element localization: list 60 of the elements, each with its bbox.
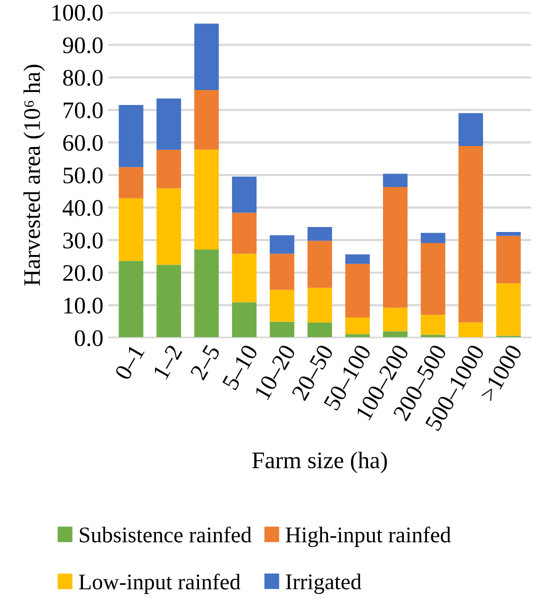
x-tick-label: 0–1: [114, 344, 145, 381]
y-tick-label: 70.0: [64, 102, 103, 118]
y-axis-title: Harvested area (10⁶ ha): [23, 64, 45, 286]
bar: [270, 235, 294, 254]
y-tick-label: 20.0: [63, 265, 103, 282]
bar: [345, 254, 370, 264]
bar: [194, 24, 219, 90]
x-axis-title: Farm size (ha): [252, 452, 387, 474]
bar: [232, 254, 257, 302]
bar: [420, 232, 446, 244]
bar: [383, 331, 408, 338]
y-tick-label: 100.0: [52, 4, 103, 21]
bar: [383, 174, 408, 188]
bar: [458, 146, 484, 322]
bar: [156, 264, 182, 338]
bar: [496, 283, 521, 336]
bar: [308, 227, 332, 241]
bar: [308, 288, 332, 322]
bar: [345, 318, 370, 334]
bar: [496, 236, 521, 284]
bar: [232, 176, 257, 213]
x-tick-label: 1–2: [152, 344, 182, 380]
y-tick-label: 50.0: [64, 167, 103, 184]
bar: [420, 243, 446, 315]
y-tick-label: 90.0: [62, 37, 103, 54]
bar: [118, 105, 144, 168]
bar: [156, 188, 182, 265]
y-tick-label: 30.0: [63, 232, 103, 249]
bar: [194, 250, 219, 338]
bar: [232, 212, 257, 254]
bar: [118, 260, 144, 338]
bar: [232, 302, 257, 338]
bar: [118, 167, 144, 198]
bar: [308, 322, 332, 338]
bar: [383, 187, 408, 308]
bar: [383, 308, 408, 332]
y-tick-label: 80.0: [63, 70, 103, 86]
bar: [156, 98, 182, 150]
y-tick-label: 10.0: [64, 298, 103, 314]
legend-label: Subsistence rainfed: [80, 526, 252, 542]
legend-label: High-input rainfed: [286, 526, 451, 548]
bar: [308, 240, 332, 288]
y-tick-label: 60.0: [63, 134, 103, 151]
y-tick-label: 0.0: [74, 330, 103, 346]
bar: [156, 150, 182, 188]
bar: [458, 113, 484, 146]
y-tick-label: 40.0: [62, 200, 103, 216]
bar: [270, 290, 294, 322]
bar: [458, 322, 484, 338]
bar: [420, 314, 446, 335]
legend-label: Low-input rainfed: [79, 574, 240, 594]
legend-label: Irrigated: [286, 574, 362, 594]
x-tick-label: 2–5: [190, 344, 220, 381]
bar: [270, 254, 294, 290]
bar: [118, 198, 144, 261]
bar: [194, 150, 219, 250]
bar: [194, 90, 219, 150]
bar: [270, 322, 294, 338]
bar: [345, 264, 370, 318]
bar: [496, 232, 521, 236]
